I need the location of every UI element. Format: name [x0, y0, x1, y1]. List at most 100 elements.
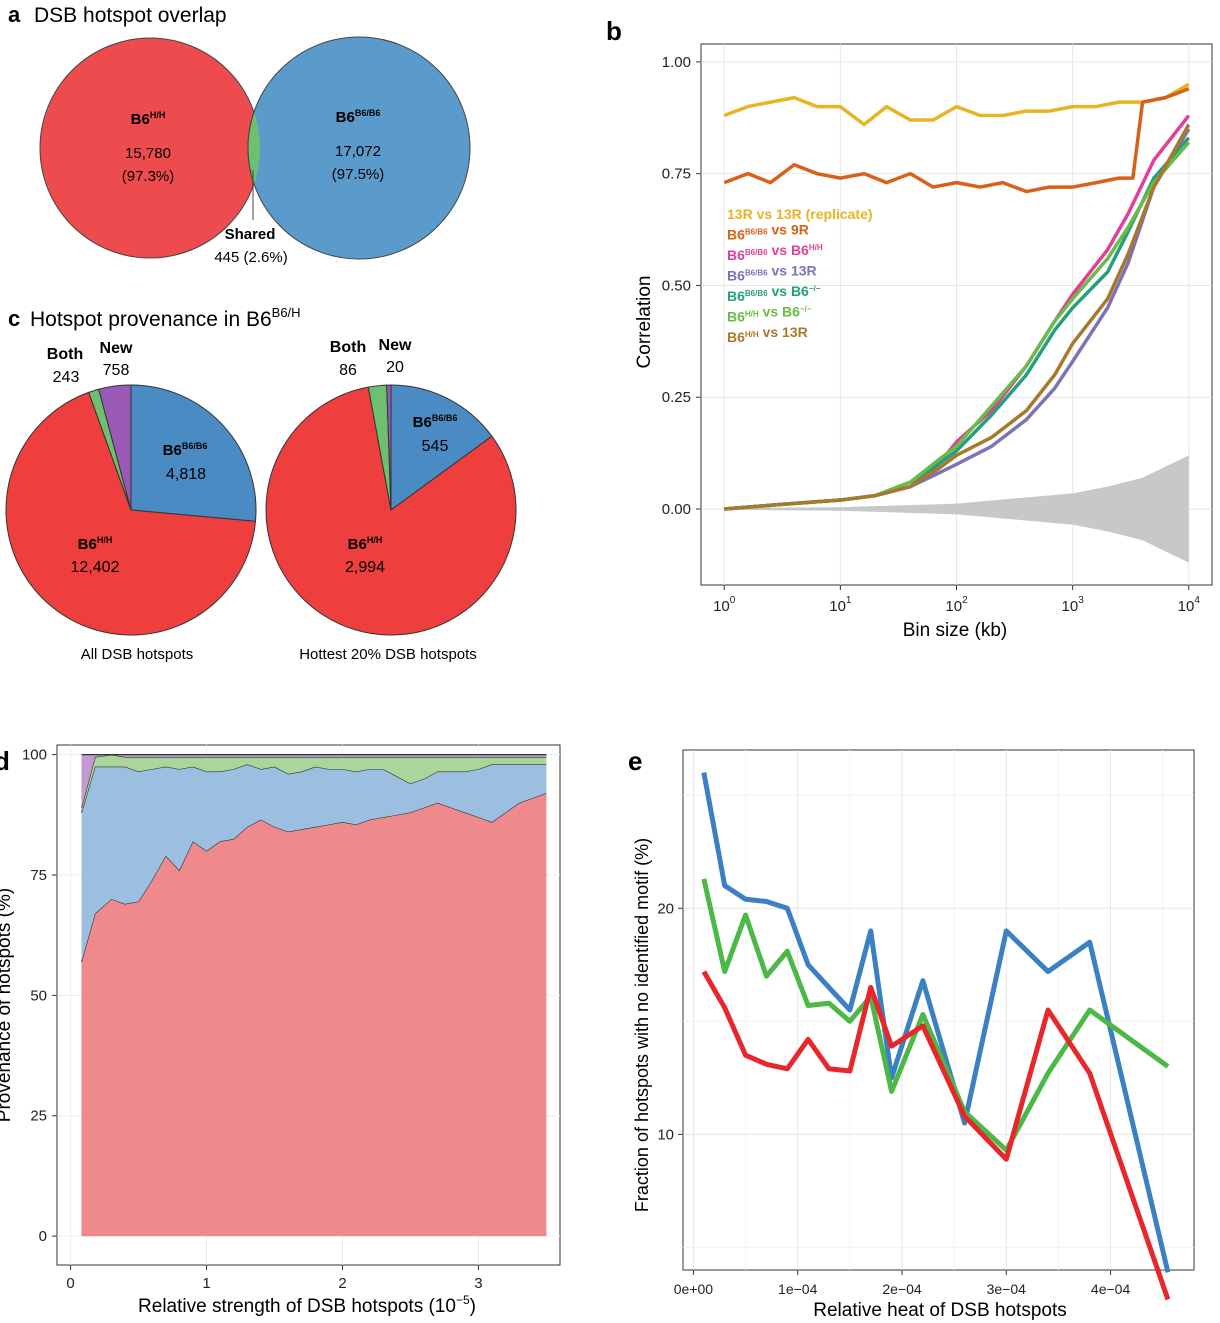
legend-b-sup: B6/B6	[745, 228, 768, 237]
tick-b-x-base: 10	[945, 598, 962, 615]
venn-overlap	[247, 38, 260, 258]
legend-b-item-5: B6H/H vs B6−/−	[727, 304, 812, 325]
legend-b-item-3: B6B6/B6 vs 13R	[727, 263, 817, 284]
plot-d-area: 0 25 50 75 100 0 1 2 3	[22, 744, 561, 1292]
tick-b-x-exp: 4	[1194, 595, 1200, 606]
panel-d: d 0 25 50 75 100 0 1 2 3 Relative strength of DS…	[0, 744, 561, 1317]
tick-e-y: 10	[657, 1126, 674, 1143]
panel-a-title: DSB hotspot overlap	[34, 4, 227, 27]
pie-all-hotspots	[5, 384, 257, 636]
pie2-new-value: 20	[386, 359, 404, 376]
venn-pct-b6b6: (97.5%)	[332, 166, 385, 183]
legend-b: 13R vs 13R (replicate)B6B6/B6 vs 9RB6B6/…	[727, 206, 873, 345]
tick-e-x: 4e−04	[1091, 1281, 1131, 1297]
series-b-6	[724, 123, 1191, 511]
plot-d-xlabel: Relative strength of DSB hotspots (10−5)	[138, 1293, 476, 1317]
legend-b-text: B6	[727, 268, 745, 284]
tick-d-y: 75	[30, 867, 47, 884]
pie2-hh-value: 2,994	[345, 559, 385, 576]
tick-b-x-exp: 0	[730, 595, 736, 606]
legend-b-text: B6	[727, 329, 745, 345]
panel-c: c Hotspot provenance in B6B6/H Both 243 …	[5, 305, 517, 663]
legend-b-text: B6	[727, 309, 745, 325]
panel-letter-c: c	[8, 306, 20, 331]
pie2-slice-3	[265, 386, 517, 636]
legend-b-sup: H/H	[809, 243, 823, 252]
legend-b-text: B6	[727, 247, 745, 263]
pie1-hh-label: B6H/H	[78, 535, 113, 553]
pie2-caption: Hottest 20% DSB hotspots	[299, 646, 477, 663]
tick-b-y: 0.00	[662, 501, 691, 518]
panel-a: a DSB hotspot overlap B6H/H 15,780 (97.3…	[8, 2, 471, 266]
venn-label-b6b6: B6B6/B6	[336, 108, 381, 126]
venn-label-hh: B6H/H	[131, 110, 166, 128]
legend-b-sup: B6/B6	[745, 289, 768, 298]
plot-e-frame	[682, 749, 1195, 1271]
legend-b-sup: B6/B6	[745, 248, 768, 257]
series-b-1	[723, 87, 1190, 194]
legend-b-sup: B6/B6	[745, 269, 768, 278]
legend-b-text: vs B6	[759, 304, 800, 320]
area-d-2	[81, 754, 547, 813]
tick-d-y: 25	[30, 1108, 47, 1125]
tick-b-y: 0.75	[662, 166, 691, 183]
pie1-b6b6-label: B6B6/B6	[163, 441, 208, 459]
tick-b-y: 1.00	[662, 54, 691, 71]
tick-d-x: 0	[66, 1275, 74, 1292]
legend-b-text: vs 9R	[768, 222, 809, 238]
legend-b-text: B6	[727, 227, 745, 243]
tick-d-x: 3	[474, 1275, 482, 1292]
tick-b-x: 100	[713, 595, 736, 615]
panel-letter-e: e	[628, 746, 642, 776]
tick-d-x: 2	[338, 1275, 346, 1292]
area-d-1	[81, 764, 547, 962]
tick-e-x: 0e+00	[674, 1281, 714, 1297]
tick-d-y: 100	[22, 747, 47, 764]
legend-b-text: B6	[727, 288, 745, 304]
null-band	[724, 455, 1189, 563]
legend-b-item-0: 13R vs 13R (replicate)	[727, 206, 873, 222]
legend-b-text: vs B6	[768, 283, 809, 299]
series-b-0	[723, 82, 1190, 127]
venn-count-b6b6: 17,072	[335, 143, 381, 160]
panel-letter-b: b	[606, 16, 622, 46]
tick-b-x-exp: 1	[846, 595, 852, 606]
shared-label: Shared	[225, 226, 276, 243]
area-d-0	[81, 793, 547, 1237]
pie1-new-value: 758	[103, 362, 130, 379]
shared-value: 445 (2.6%)	[214, 249, 287, 266]
pie1-both-value: 243	[53, 369, 80, 386]
legend-b-text: vs 13R	[768, 263, 817, 279]
plot-b-xlabel: Bin size (kb)	[903, 620, 1008, 641]
tick-e-x: 1e−04	[778, 1281, 818, 1297]
pie1-both-label: Both	[47, 346, 83, 363]
panel-c-title: Hotspot provenance in B6B6/H	[30, 305, 301, 331]
venn-pct-hh: (97.3%)	[122, 168, 175, 185]
plot-b-ylabel: Correlation	[634, 276, 655, 369]
pie1-slice-1	[98, 384, 132, 511]
panel-e: e 10 20 0e+00 1e−04 2e−04 3e−04 4e−04 Relative…	[628, 746, 1195, 1321]
plot-d-ylabel: Provenance of hotspots (%)	[0, 888, 15, 1122]
legend-b-item-1: B6B6/B6 vs 9R	[727, 222, 809, 243]
tick-b-x: 104	[1178, 595, 1201, 615]
tick-b-x-exp: 3	[1078, 595, 1084, 606]
tick-e-x: 3e−04	[987, 1281, 1027, 1297]
pie-hottest-hotspots	[265, 384, 517, 636]
legend-b-text: vs 13R	[759, 324, 808, 340]
plot-e-ylabel: Fraction of hotspots with no identified …	[632, 838, 652, 1212]
panel-letter-a: a	[8, 2, 21, 27]
pie2-slice-2	[390, 384, 493, 511]
pie2-b6b6-value: 545	[422, 438, 449, 455]
pie1-slice-2	[130, 384, 257, 522]
tick-b-x: 102	[945, 595, 968, 615]
legend-b-item-6: B6H/H vs 13R	[727, 324, 808, 345]
legend-b-item-4: B6B6/B6 vs B6−/−	[727, 283, 821, 304]
tick-b-y: 0.50	[662, 277, 691, 294]
tick-b-x-base: 10	[829, 598, 846, 615]
pie2-both-label: Both	[330, 339, 366, 356]
tick-d-y: 50	[30, 987, 47, 1004]
pie1-new-label: New	[100, 340, 133, 357]
tick-d-x: 1	[202, 1275, 210, 1292]
pie2-both-value: 86	[339, 362, 357, 379]
legend-b-sup: H/H	[745, 310, 759, 319]
